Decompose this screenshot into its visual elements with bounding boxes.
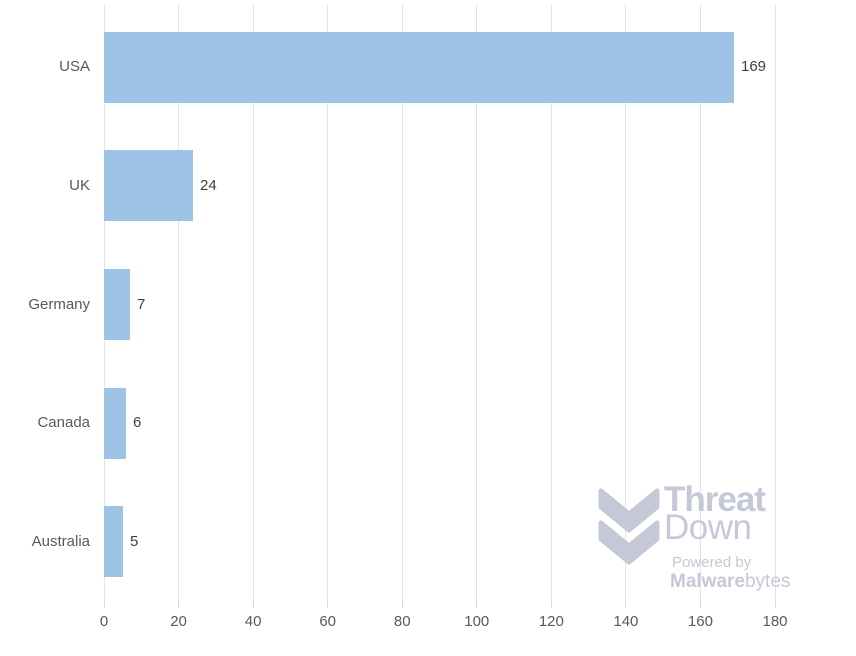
logo-bytes-regular: bytes	[744, 571, 791, 592]
tick-mark-x-100	[476, 602, 478, 608]
logo-threat-text: Threat	[664, 480, 766, 519]
bar-canada	[104, 388, 126, 459]
gridline-x-100	[476, 4, 478, 602]
gridline-x-160	[699, 4, 701, 602]
category-label-australia: Australia	[31, 533, 90, 550]
value-label-canada: 6	[133, 414, 142, 431]
tick-mark-x-20	[178, 602, 180, 608]
category-label-germany: Germany	[28, 296, 90, 313]
gridline-x-120	[550, 4, 552, 602]
gridline-x-80	[401, 4, 403, 602]
x-tick-label-120: 120	[538, 613, 564, 630]
gridline-x-180	[774, 4, 776, 602]
tick-mark-x-140	[625, 602, 627, 608]
x-tick-label-140: 140	[613, 613, 639, 630]
x-tick-label-160: 160	[687, 613, 713, 630]
tick-mark-x-80	[401, 602, 403, 608]
tick-mark-x-160	[699, 602, 701, 608]
gridline-x-40	[252, 4, 254, 602]
bar-australia	[104, 506, 123, 577]
tick-mark-x-180	[774, 602, 776, 608]
x-tick-label-180: 180	[762, 613, 788, 630]
value-label-uk: 24	[200, 177, 217, 194]
bar-usa	[104, 32, 734, 103]
category-label-uk: UK	[69, 177, 90, 194]
threatdown-chevron-icon	[598, 488, 660, 565]
bar-uk	[104, 150, 193, 221]
gridline-x-140	[625, 4, 627, 602]
gridline-x-20	[178, 4, 180, 602]
tick-mark-x-0	[103, 602, 105, 608]
logo-powered-by-text: Powered by	[672, 554, 752, 571]
tick-mark-x-40	[252, 602, 254, 608]
value-label-australia: 5	[130, 533, 139, 550]
x-tick-label-80: 80	[393, 613, 411, 630]
x-tick-label-20: 20	[170, 613, 187, 630]
bar-germany	[104, 269, 130, 340]
category-label-usa: USA	[59, 58, 90, 75]
value-label-usa: 169	[741, 58, 767, 75]
logo-malware-bold: Malware	[670, 571, 745, 592]
value-label-germany: 7	[137, 296, 146, 313]
logo-malwarebytes-text: Malwarebytes	[670, 572, 790, 592]
logo-down-text: Down	[664, 508, 752, 547]
x-tick-label-0: 0	[99, 613, 109, 630]
tick-mark-x-120	[550, 602, 552, 608]
x-tick-label-60: 60	[319, 613, 336, 630]
x-tick-label-100: 100	[464, 613, 490, 630]
x-tick-label-40: 40	[244, 613, 262, 630]
category-label-canada: Canada	[37, 414, 90, 431]
tick-mark-x-60	[327, 602, 329, 608]
gridline-x-60	[327, 4, 329, 602]
